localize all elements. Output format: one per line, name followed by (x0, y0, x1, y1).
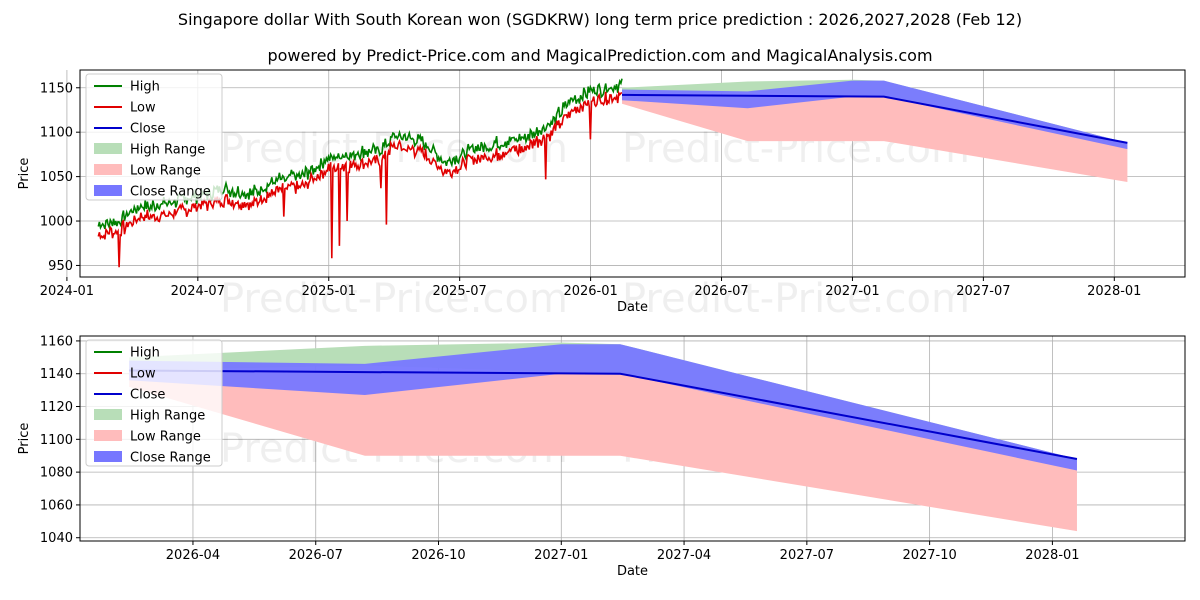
x-tick-label: 2026-07 (694, 284, 748, 299)
legend-label-high-range: High Range (130, 143, 205, 158)
legend-label-high: High (130, 346, 160, 361)
legend-label-close-range: Close Range (130, 185, 211, 200)
x-axis-label: Date (617, 300, 648, 315)
low-series-line (97, 90, 623, 268)
y-tick-label: 1160 (40, 334, 73, 349)
x-axis-label: Date (617, 564, 648, 579)
x-tick-label: 2027-07 (956, 284, 1010, 299)
close-forecast-line (129, 369, 1078, 460)
watermark-text: Predict-Price.com (220, 276, 568, 322)
legend-swatch-low-range (94, 430, 122, 441)
y-tick-label: 1140 (40, 367, 73, 382)
y-tick-label: 1120 (40, 400, 73, 415)
x-tick-label: 2025-01 (302, 284, 356, 299)
y-tick-label: 1050 (40, 170, 73, 185)
close-range-band (129, 344, 1077, 471)
y-tick-label: 1040 (40, 531, 73, 546)
bottom-panel: Predict-Price.comPredict-Price.com2026-0… (17, 334, 1186, 579)
x-tick-label: 2028-01 (1025, 548, 1079, 563)
plot-frame (79, 69, 1186, 278)
chart-subtitle: powered by Predict-Price.com and Magical… (267, 46, 933, 65)
y-tick-label: 1060 (40, 498, 73, 513)
legend-label-low-range: Low Range (130, 164, 201, 179)
legend-label-close: Close (130, 388, 165, 403)
x-tick-label: 2027-07 (780, 548, 834, 563)
y-axis-label: Price (17, 423, 32, 455)
x-tick-label: 2026-01 (563, 284, 617, 299)
legend-swatch-close-range (94, 185, 122, 196)
x-tick-label: 2026-07 (289, 548, 343, 563)
low-range-band (622, 94, 1128, 182)
low-range-band (129, 370, 1077, 532)
x-tick-label: 2028-01 (1087, 284, 1141, 299)
x-tick-label: 2024-01 (40, 284, 94, 299)
plot-frame (79, 335, 1186, 542)
legend-label-low: Low (130, 101, 156, 116)
legend-swatch-high-range (94, 143, 122, 154)
top-panel: Predict-Price.com Predict-Price.comPredic… (17, 69, 1186, 322)
x-tick-label: 2025-07 (433, 284, 487, 299)
legend-label-low: Low (130, 367, 156, 382)
x-tick-label: 2027-04 (657, 548, 711, 563)
x-tick-label: 2027-01 (534, 548, 588, 563)
close-range-band (622, 80, 1128, 150)
y-tick-label: 950 (48, 259, 73, 274)
y-tick-label: 1000 (40, 215, 73, 230)
legend-label-close: Close (130, 122, 165, 137)
legend-label-low-range: Low Range (130, 430, 201, 445)
y-axis-label: Price (17, 158, 32, 190)
y-tick-label: 1100 (40, 433, 73, 448)
x-tick-label: 2026-10 (411, 548, 465, 563)
y-tick-label: 1150 (40, 81, 73, 96)
legend-swatch-low-range (94, 164, 122, 175)
legend-swatch-close-range (94, 451, 122, 462)
y-tick-label: 1100 (40, 126, 73, 141)
close-forecast-line (622, 93, 1128, 144)
chart-title: Singapore dollar With South Korean won (… (177, 10, 1023, 29)
legend-label-close-range: Close Range (130, 451, 211, 466)
x-tick-label: 2024-07 (171, 284, 225, 299)
x-tick-label: 2026-04 (166, 548, 220, 563)
y-tick-label: 1080 (40, 466, 73, 481)
watermark-text: Predict-Price.com (622, 276, 970, 322)
legend-label-high: High (130, 80, 160, 95)
legend-label-high-range: High Range (130, 409, 205, 424)
legend-swatch-high-range (94, 409, 122, 420)
x-tick-label: 2027-10 (902, 548, 956, 563)
x-tick-label: 2027-01 (825, 284, 879, 299)
